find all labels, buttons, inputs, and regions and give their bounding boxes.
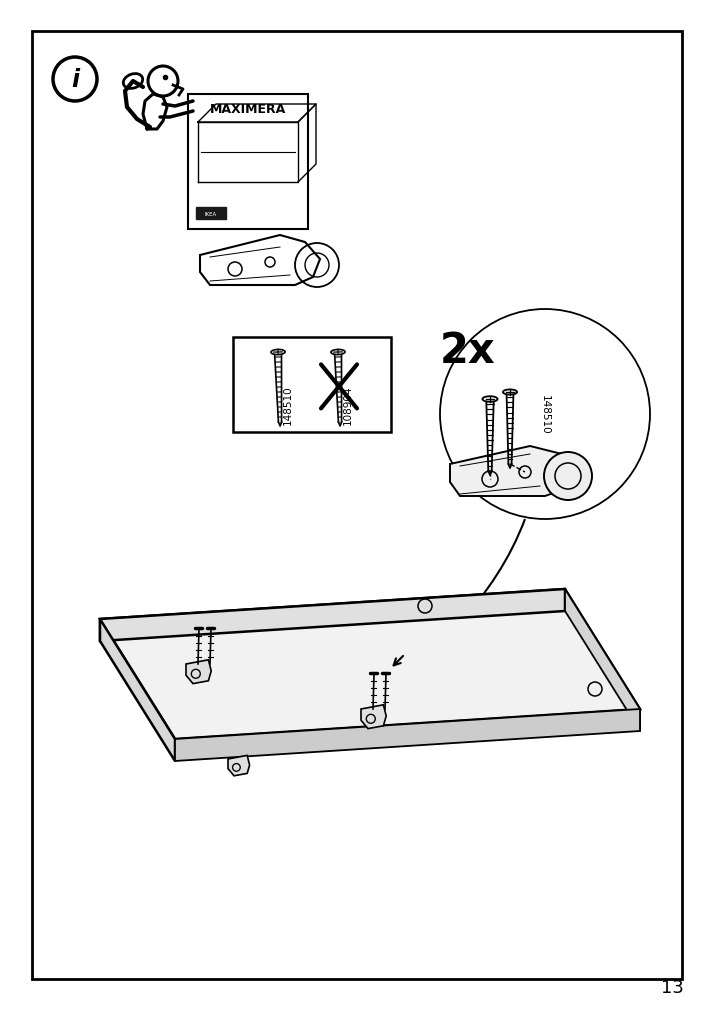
Polygon shape	[186, 660, 211, 683]
Polygon shape	[100, 620, 175, 761]
Polygon shape	[565, 589, 640, 731]
Circle shape	[544, 453, 592, 500]
Text: 148510: 148510	[540, 395, 550, 435]
Polygon shape	[450, 447, 575, 496]
Text: MAXIMERA: MAXIMERA	[210, 102, 286, 115]
Text: IKEA: IKEA	[205, 211, 217, 216]
Text: 13: 13	[660, 978, 683, 996]
Text: 148510: 148510	[283, 385, 293, 425]
Bar	[188, 95, 308, 229]
Ellipse shape	[483, 397, 498, 402]
Text: i: i	[71, 68, 79, 92]
Text: 2x: 2x	[440, 330, 496, 372]
Polygon shape	[100, 589, 565, 641]
Bar	[196, 208, 226, 219]
Polygon shape	[175, 710, 640, 761]
Bar	[233, 338, 391, 433]
Ellipse shape	[503, 390, 517, 395]
Ellipse shape	[271, 350, 285, 355]
Polygon shape	[100, 589, 640, 739]
Ellipse shape	[331, 350, 345, 355]
Polygon shape	[361, 705, 386, 729]
Polygon shape	[228, 755, 250, 776]
Text: 108904: 108904	[343, 385, 353, 425]
